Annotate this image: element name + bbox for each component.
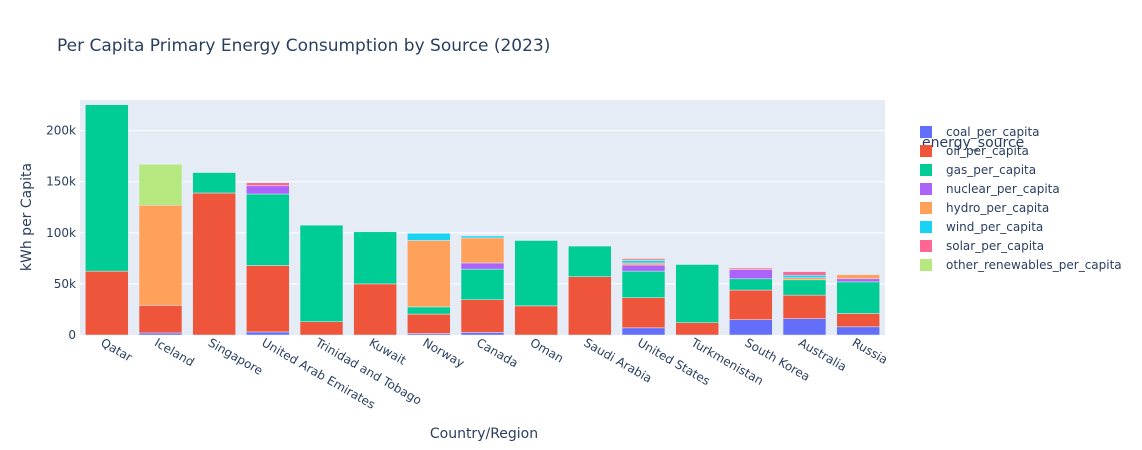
bar-canada-gas-per-capita — [460, 268, 505, 301]
legend-label-gas-per-capita: gas_per_capita — [946, 163, 1036, 177]
x-tick-label-qatar: Qatar — [98, 335, 134, 364]
legend-swatch-wind-per-capita — [920, 221, 932, 233]
chart-title: Per Capita Primary Energy Consumption by… — [57, 36, 550, 56]
bar-norway-gas-per-capita — [407, 306, 451, 315]
y-axis-title: kWh per Capita — [19, 163, 35, 271]
bar-south-korea-gas-per-capita — [729, 278, 773, 291]
bar-canada-wind-per-capita — [460, 235, 505, 239]
bar-united-arab-emirates-coal-per-capita — [246, 331, 290, 336]
bar-trinidad-and-tobago-gas-per-capita — [299, 224, 344, 322]
bar-united-states-other-renewables-per-capita — [621, 257, 666, 260]
legend-swatch-oil-per-capita — [920, 145, 932, 157]
bars — [85, 103, 880, 336]
bar-kuwait-gas-per-capita — [353, 231, 397, 285]
bar-iceland-hydro-per-capita — [138, 204, 183, 306]
bar-south-korea-coal-per-capita — [729, 319, 773, 336]
bar-united-arab-emirates-gas-per-capita — [246, 193, 290, 266]
bar-saudi-arabia-oil-per-capita — [568, 276, 612, 336]
legend-swatch-solar-per-capita — [920, 240, 932, 252]
bar-iceland-other-renewables-per-capita — [138, 164, 183, 206]
legend: energy_source coal_per_capita oil_per_cap… — [920, 125, 1122, 272]
bar-australia-wind-per-capita — [782, 274, 827, 279]
legend-swatch-other-renewables-per-capita — [920, 259, 932, 271]
bar-australia-oil-per-capita — [782, 294, 827, 319]
legend-title: energy_source — [922, 135, 1024, 151]
bar-south-korea-nuclear-per-capita — [729, 269, 773, 280]
bar-norway-hydro-per-capita — [407, 240, 451, 308]
y-tick-label-3: 150k — [46, 175, 76, 189]
legend-label-coal-per-capita: coal_per_capita — [946, 125, 1040, 139]
bar-united-states-gas-per-capita — [621, 270, 666, 298]
bar-united-arab-emirates-nuclear-per-capita — [246, 185, 290, 195]
legend-label-hydro-per-capita: hydro_per_capita — [946, 201, 1049, 215]
bar-kuwait-oil-per-capita — [353, 283, 397, 336]
bar-united-states-nuclear-per-capita — [621, 264, 666, 272]
bar-united-states-coal-per-capita — [621, 327, 666, 336]
bar-united-states-hydro-per-capita — [621, 262, 666, 266]
bar-qatar-oil-per-capita — [85, 270, 129, 336]
legend-swatch-gas-per-capita — [920, 164, 932, 176]
legend-label-oil-per-capita: oil_per_capita — [946, 144, 1029, 158]
bar-trinidad-and-tobago-oil-per-capita — [299, 321, 344, 336]
x-tick-label-kuwait: Kuwait — [367, 335, 409, 367]
bar-qatar-solar-per-capita — [85, 103, 129, 105]
legend-swatch-nuclear-per-capita — [920, 183, 932, 195]
bar-united-arab-emirates-oil-per-capita — [246, 265, 290, 333]
legend-swatch-coal-per-capita — [920, 126, 932, 138]
bar-united-states-oil-per-capita — [621, 297, 666, 329]
x-tick-label-canada: Canada — [474, 335, 521, 370]
bar-saudi-arabia-gas-per-capita — [568, 245, 612, 278]
x-tick-label-iceland: Iceland — [152, 335, 197, 369]
bar-qatar-gas-per-capita — [85, 104, 129, 272]
bar-united-arab-emirates-solar-per-capita — [246, 182, 290, 187]
x-tick-label-russia: Russia — [850, 335, 890, 366]
legend-swatch-hydro-per-capita — [920, 202, 932, 214]
bar-russia-hydro-per-capita — [836, 274, 880, 280]
bar-canada-nuclear-per-capita — [460, 262, 505, 270]
bar-australia-hydro-per-capita — [782, 277, 827, 281]
bar-oman-gas-per-capita — [514, 240, 558, 307]
y-tick-label-2: 100k — [46, 226, 76, 240]
bar-canada-hydro-per-capita — [460, 237, 505, 264]
bar-iceland-coal-per-capita — [138, 332, 183, 336]
x-tick-label-singapore: Singapore — [206, 335, 265, 377]
y-tick-label-4: 200k — [46, 124, 76, 138]
bar-iceland-oil-per-capita — [138, 305, 183, 334]
x-axis-title: Country/Region — [430, 426, 538, 442]
bar-singapore-oil-per-capita — [192, 192, 236, 336]
bar-norway-wind-per-capita — [407, 233, 451, 241]
bar-norway-oil-per-capita — [407, 313, 451, 334]
bar-oman-oil-per-capita — [514, 305, 558, 336]
bar-russia-oil-per-capita — [836, 313, 880, 328]
bar-russia-gas-per-capita — [836, 281, 880, 314]
x-tick-label-oman: Oman — [528, 335, 566, 365]
bar-canada-coal-per-capita — [460, 332, 505, 336]
legend-label-nuclear-per-capita: nuclear_per_capita — [946, 182, 1060, 196]
legend-label-wind-per-capita: wind_per_capita — [946, 220, 1043, 234]
bar-canada-oil-per-capita — [460, 299, 505, 333]
bar-south-korea-solar-per-capita — [729, 267, 773, 270]
bar-russia-coal-per-capita — [836, 326, 880, 336]
bar-russia-nuclear-per-capita — [836, 278, 880, 283]
x-tick-label-norway: Norway — [420, 335, 466, 370]
bar-australia-coal-per-capita — [782, 318, 827, 336]
bar-turkmenistan-gas-per-capita — [675, 264, 719, 323]
bar-australia-solar-per-capita — [782, 271, 827, 276]
bar-turkmenistan-oil-per-capita — [675, 322, 719, 336]
bar-singapore-gas-per-capita — [192, 172, 236, 194]
y-axis-ticks: 0 50k 100k 150k 200k — [46, 124, 76, 342]
bar-canada-solar-per-capita — [460, 235, 505, 237]
y-tick-label-1: 50k — [54, 277, 76, 291]
legend-label-solar-per-capita: solar_per_capita — [946, 239, 1044, 253]
bar-south-korea-oil-per-capita — [729, 289, 773, 320]
bar-united-states-wind-per-capita — [621, 260, 666, 264]
legend-label-other-renewables-per-capita: other_renewables_per_capita — [946, 258, 1122, 272]
y-tick-label-0: 0 — [68, 328, 76, 342]
legend-items: coal_per_capita oil_per_capita gas_per_cap… — [920, 125, 1122, 272]
bar-australia-gas-per-capita — [782, 279, 827, 296]
